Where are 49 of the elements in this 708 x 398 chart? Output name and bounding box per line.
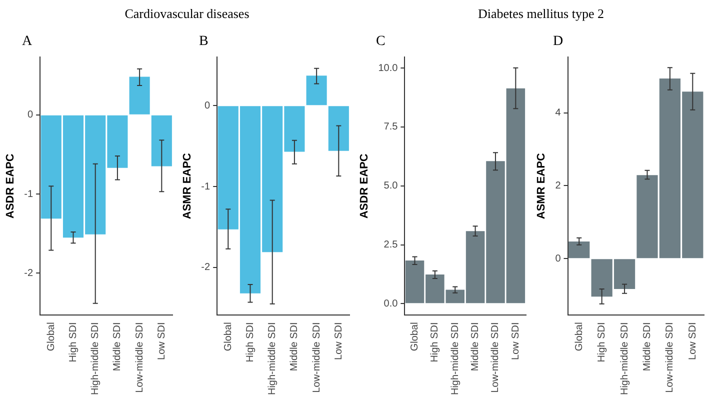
- x-tick-label: High SDI: [596, 322, 608, 362]
- y-axis-title: ASDR EAPC: [358, 154, 371, 218]
- chart-subtitle: A: [22, 34, 32, 50]
- bar: [568, 242, 590, 258]
- x-tick-label: Low SDI: [333, 322, 344, 360]
- y-tick-label: 5.0: [384, 180, 398, 192]
- x-tick-label: High SDI: [68, 322, 79, 362]
- y-tick-label: 0.0: [384, 298, 398, 310]
- y-tick-label: 0: [28, 110, 34, 121]
- x-tick-label: Middle SDI: [289, 322, 300, 372]
- x-tick-label: Low-middle SDI: [664, 322, 676, 393]
- chart-subtitle: D: [553, 34, 564, 50]
- y-tick-label: 0: [555, 253, 562, 264]
- x-tick-label: Middle SDI: [642, 322, 653, 372]
- y-tick-label: -2: [201, 262, 211, 274]
- y-axis-title: ASMR EAPC: [536, 153, 548, 220]
- y-tick-label: 2: [555, 180, 562, 192]
- chart-title: Diabetes mellitus type 2: [476, 6, 605, 22]
- y-axis-title: ASMR EAPC: [182, 153, 194, 220]
- y-tick-label: 7.5: [384, 122, 398, 133]
- y-tick-label: 10.0: [378, 62, 398, 74]
- x-tick-label: High SDI: [430, 322, 441, 362]
- x-tick-label: Low-middle SDI: [490, 322, 502, 393]
- x-tick-label: Global: [46, 322, 57, 352]
- y-tick-label: 0: [204, 100, 211, 112]
- y-axis-title: ASDR EAPC: [4, 154, 17, 218]
- x-tick-label: Low SDI: [156, 322, 168, 360]
- x-tick-label: Low-middle SDI: [311, 322, 322, 393]
- x-tick-label: Low-middle SDI: [134, 322, 146, 393]
- x-tick-label: High-middle SDI: [450, 322, 461, 396]
- x-tick-label: Global: [410, 322, 421, 352]
- chart-title: Cardiovascular diseases: [124, 6, 250, 22]
- chart-subtitle: B: [199, 34, 208, 50]
- x-tick-label: Middle SDI: [112, 322, 124, 372]
- x-tick-label: High-middle SDI: [267, 322, 278, 396]
- x-tick-label: High-middle SDI: [619, 322, 630, 396]
- y-tick-label: -2: [24, 268, 34, 279]
- x-tick-label: Global: [574, 322, 585, 352]
- x-tick-label: Global: [222, 322, 234, 352]
- y-tick-label: -1: [24, 188, 34, 200]
- y-tick-label: 2.5: [384, 240, 398, 251]
- x-tick-label: Low SDI: [687, 322, 698, 360]
- x-tick-label: Low SDI: [510, 322, 522, 360]
- x-tick-label: High SDI: [245, 322, 256, 362]
- y-tick-label: 4: [555, 108, 562, 119]
- x-tick-label: High-middle SDI: [90, 322, 102, 396]
- chart-subtitle: C: [376, 34, 386, 50]
- x-tick-label: Middle SDI: [470, 322, 482, 372]
- y-tick-label: -1: [201, 181, 211, 192]
